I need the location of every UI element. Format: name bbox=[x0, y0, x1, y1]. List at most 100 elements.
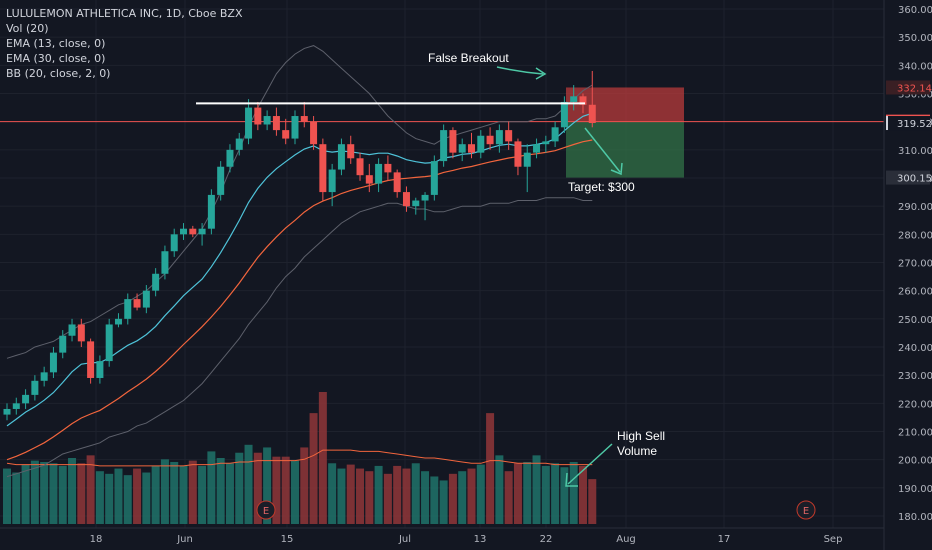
candle bbox=[189, 225, 197, 238]
x-tick-label: Aug bbox=[616, 534, 636, 545]
candle-body bbox=[12, 403, 20, 409]
target-arrowhead bbox=[610, 162, 623, 176]
time-axis: 18 Jun 15 Jul 13 22 Aug 17 Sep bbox=[0, 527, 884, 545]
legend-ema30[interactable]: EMA (30, close, 0) bbox=[6, 52, 106, 65]
y-tick-label: 330.00 bbox=[898, 90, 932, 101]
candle bbox=[254, 101, 262, 131]
candle-body bbox=[105, 324, 113, 362]
candle bbox=[272, 107, 280, 136]
y-tick-label: 350.00 bbox=[898, 33, 932, 44]
volume-bars bbox=[3, 392, 597, 524]
y-tick-label: 180.00 bbox=[898, 512, 932, 523]
target-box bbox=[566, 121, 684, 178]
y-tick-label: 190.00 bbox=[898, 484, 932, 495]
volume-bar bbox=[569, 461, 578, 524]
earnings-label: E bbox=[263, 506, 269, 517]
candle bbox=[588, 70, 596, 128]
candle-body bbox=[533, 144, 541, 153]
symbol-title[interactable]: LULULEMON ATHLETICA INC, 1D, Cboe BZX bbox=[6, 7, 243, 20]
candle bbox=[161, 245, 169, 280]
candle-body bbox=[291, 116, 299, 139]
candle bbox=[505, 121, 513, 150]
volume-bar bbox=[532, 455, 541, 524]
candle bbox=[207, 189, 215, 235]
y-tick-label: 200.00 bbox=[898, 456, 932, 467]
y-tick-label: 230.00 bbox=[898, 371, 932, 382]
candle bbox=[486, 127, 494, 150]
candle-body bbox=[235, 138, 243, 150]
volume-bar bbox=[365, 471, 374, 524]
volume-bar bbox=[513, 463, 522, 524]
candle-body bbox=[375, 163, 383, 184]
x-tick-label: Jun bbox=[176, 534, 193, 545]
y-tick-label: 340.00 bbox=[898, 61, 932, 72]
candle-body bbox=[217, 166, 225, 195]
volume-bar bbox=[216, 458, 225, 524]
candle-body bbox=[551, 127, 559, 142]
candle-body bbox=[40, 372, 48, 381]
price-label-target: 300.15 bbox=[897, 174, 932, 185]
candle-body bbox=[77, 324, 85, 342]
volume-bar bbox=[198, 465, 207, 524]
volume-bar bbox=[290, 460, 299, 524]
volume-bar bbox=[356, 468, 365, 524]
legend-volume[interactable]: Vol (20) bbox=[6, 22, 49, 35]
candle bbox=[87, 338, 95, 384]
x-tick-label: 15 bbox=[281, 534, 294, 545]
volume-bar bbox=[476, 464, 485, 524]
volume-bar bbox=[402, 468, 411, 524]
candle bbox=[245, 99, 253, 145]
volume-bar bbox=[95, 471, 104, 524]
volume-bar bbox=[253, 452, 262, 524]
candle-body bbox=[560, 101, 568, 128]
candle-body bbox=[300, 116, 308, 122]
volume-bar bbox=[272, 456, 281, 524]
candle bbox=[40, 366, 48, 387]
candle-body bbox=[505, 130, 513, 142]
volume-bar bbox=[179, 465, 188, 524]
volume-bar bbox=[300, 447, 309, 524]
candle-body bbox=[189, 228, 197, 235]
candle bbox=[393, 169, 401, 198]
candle-body bbox=[198, 228, 206, 235]
price-label-stop: 332.14 bbox=[897, 83, 932, 94]
volume-bar bbox=[458, 471, 467, 524]
candle bbox=[533, 138, 541, 159]
volume-bar bbox=[309, 413, 318, 524]
volume-bar bbox=[439, 480, 448, 524]
target-arrow bbox=[584, 127, 621, 173]
candle-body bbox=[152, 273, 160, 291]
legend-ema13[interactable]: EMA (13, close, 0) bbox=[6, 37, 106, 50]
candle bbox=[96, 355, 104, 384]
candle-body bbox=[458, 144, 466, 153]
volume-bar bbox=[495, 455, 504, 524]
legend-bb[interactable]: BB (20, close, 2, 0) bbox=[6, 67, 111, 80]
candle-body bbox=[124, 299, 132, 319]
candle bbox=[495, 124, 503, 153]
x-tick-label: 22 bbox=[540, 534, 553, 545]
bb-upper-line bbox=[6, 45, 593, 359]
candle bbox=[59, 330, 67, 359]
candle-body bbox=[272, 116, 280, 131]
earnings-marker bbox=[256, 500, 276, 520]
candle bbox=[124, 293, 132, 325]
volume-bar bbox=[430, 476, 439, 524]
price-label-box bbox=[886, 170, 930, 185]
volume-bar bbox=[588, 479, 597, 524]
volume-bar bbox=[421, 471, 430, 524]
volume-bar bbox=[448, 473, 457, 524]
candle bbox=[300, 101, 308, 128]
candle-body bbox=[3, 408, 11, 415]
candle bbox=[170, 228, 178, 257]
volume-bar bbox=[578, 465, 587, 524]
false-breakout-arrow bbox=[496, 66, 544, 75]
candle-body bbox=[68, 324, 76, 336]
candle bbox=[68, 318, 76, 342]
candle bbox=[3, 403, 11, 421]
candle bbox=[235, 132, 243, 156]
volume-bar bbox=[114, 468, 123, 524]
y-tick-label: 240.00 bbox=[898, 343, 932, 354]
candles bbox=[3, 70, 596, 421]
annotations: False Breakout Target: $300 High SellVolum… bbox=[196, 51, 816, 520]
